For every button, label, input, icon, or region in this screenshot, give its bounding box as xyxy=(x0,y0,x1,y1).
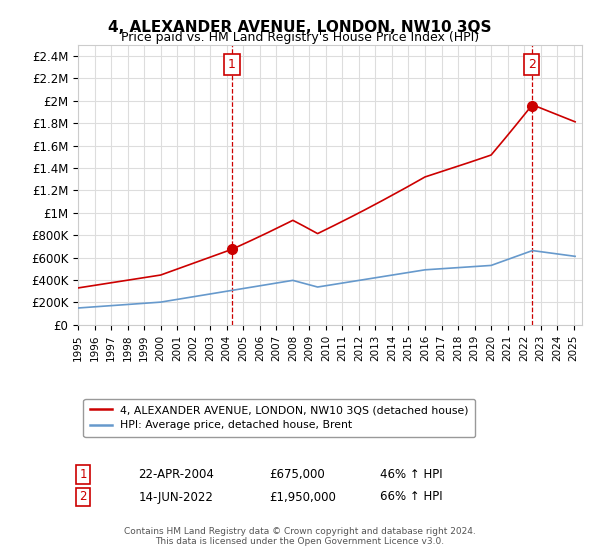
Text: Price paid vs. HM Land Registry's House Price Index (HPI): Price paid vs. HM Land Registry's House … xyxy=(121,31,479,44)
Text: 1: 1 xyxy=(228,58,236,71)
Text: 1: 1 xyxy=(79,468,87,481)
Text: 2: 2 xyxy=(527,58,536,71)
Text: Contains HM Land Registry data © Crown copyright and database right 2024.
This d: Contains HM Land Registry data © Crown c… xyxy=(124,526,476,546)
Legend: 4, ALEXANDER AVENUE, LONDON, NW10 3QS (detached house), HPI: Average price, deta: 4, ALEXANDER AVENUE, LONDON, NW10 3QS (d… xyxy=(83,399,475,437)
Text: 22-APR-2004: 22-APR-2004 xyxy=(139,468,214,481)
Text: 4, ALEXANDER AVENUE, LONDON, NW10 3QS: 4, ALEXANDER AVENUE, LONDON, NW10 3QS xyxy=(108,20,492,35)
Text: £675,000: £675,000 xyxy=(269,468,325,481)
Text: 2: 2 xyxy=(79,491,87,503)
Text: 46% ↑ HPI: 46% ↑ HPI xyxy=(380,468,443,481)
Text: 14-JUN-2022: 14-JUN-2022 xyxy=(139,491,214,503)
Text: 66% ↑ HPI: 66% ↑ HPI xyxy=(380,491,443,503)
Text: £1,950,000: £1,950,000 xyxy=(269,491,337,503)
